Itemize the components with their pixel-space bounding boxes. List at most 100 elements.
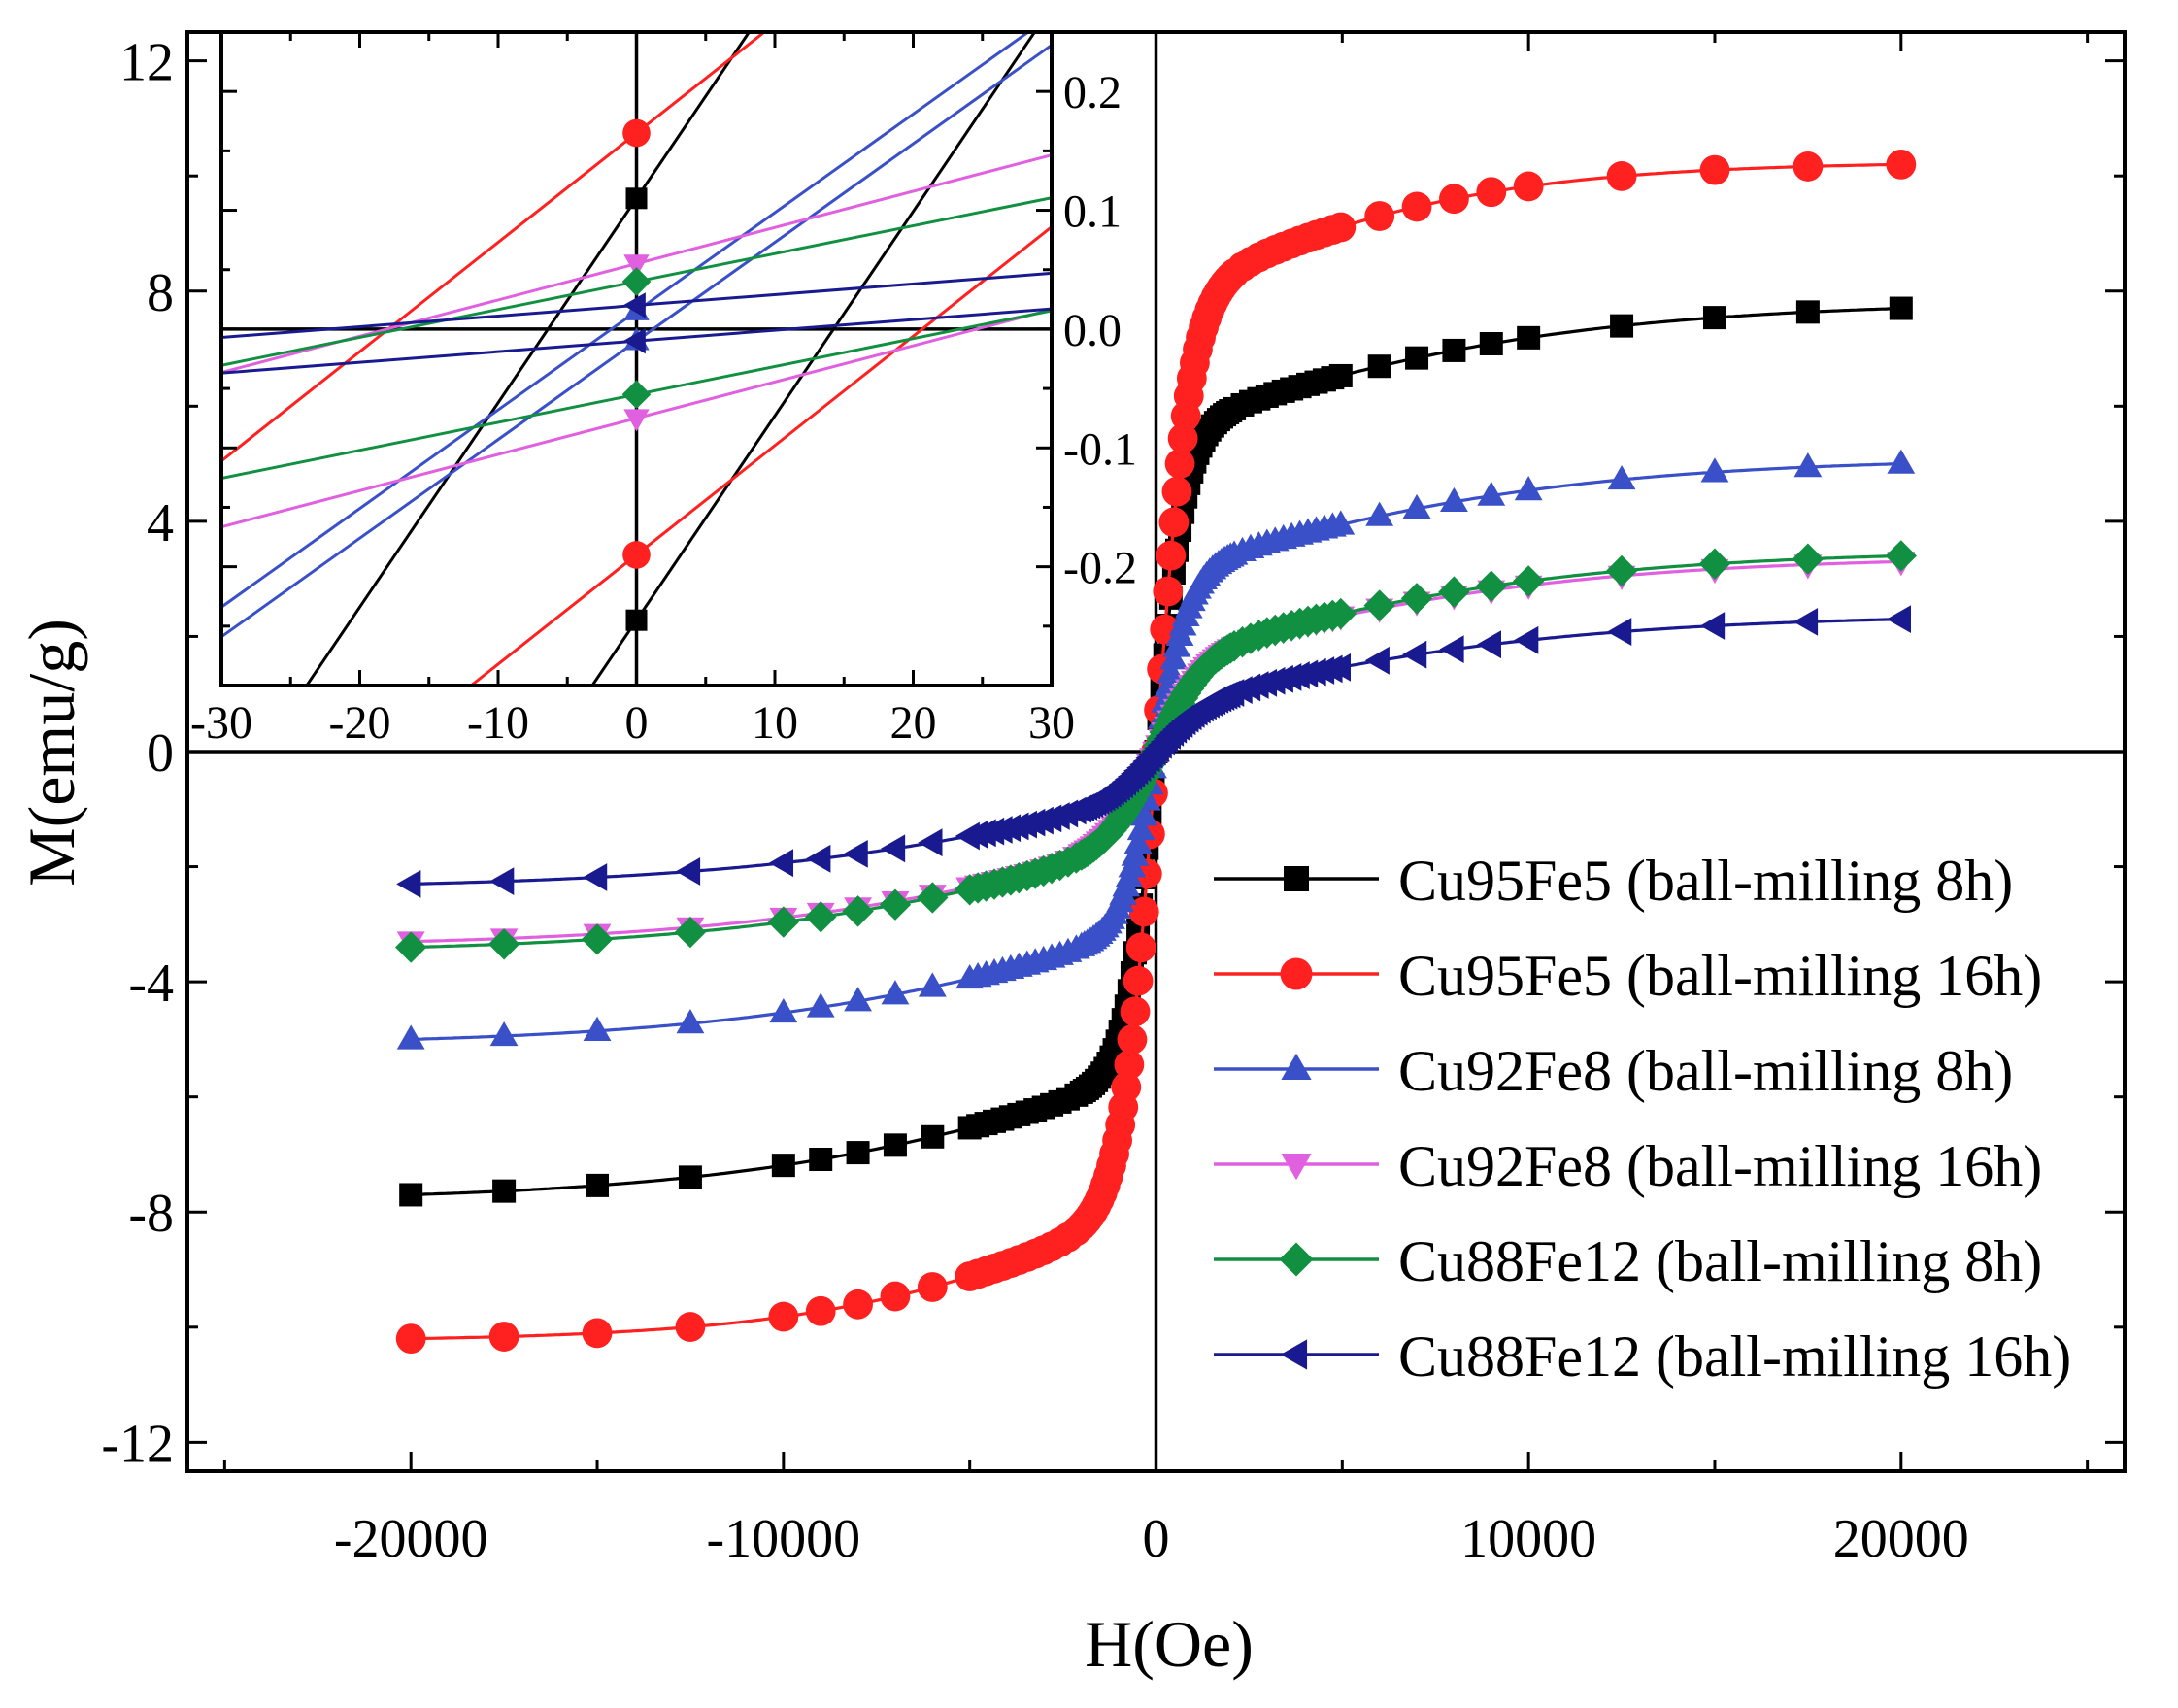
data-point: [918, 828, 943, 857]
data-point: [1512, 565, 1545, 597]
data-point: [1885, 540, 1918, 572]
inset-plot-area: [221, 32, 1052, 686]
inset-data-point: [625, 609, 648, 631]
inset-x-tick-label: -20: [329, 697, 391, 749]
legend-item: Cu92Fe8 (ball-milling 16h): [1214, 1134, 2042, 1198]
data-point: [805, 901, 837, 933]
inset-data-point: [622, 541, 651, 569]
data-point: [1123, 965, 1154, 996]
y-tick-label: 4: [147, 493, 174, 553]
inset-y-tick-label: 0.1: [1063, 186, 1122, 238]
inset-data-point: [623, 254, 650, 278]
data-point: [1401, 191, 1432, 222]
legend-label: Cu88Fe12 (ball-milling 16h): [1398, 1324, 2071, 1389]
data-point: [1479, 331, 1503, 355]
inset-x-tick-label: -30: [190, 697, 252, 749]
data-point: [768, 1301, 799, 1332]
data-point: [1363, 589, 1395, 621]
series-cu88fe12-ball-milling-16h: [396, 605, 1912, 898]
inset-data-point: [625, 187, 648, 210]
data-point: [492, 1179, 517, 1203]
data-point: [771, 1154, 795, 1178]
data-point: [399, 1183, 423, 1207]
data-point: [1476, 177, 1507, 208]
legend-item: Cu95Fe5 (ball-milling 8h): [1214, 849, 2013, 913]
inset-y-tick-label: -0.2: [1063, 543, 1137, 594]
data-point: [1164, 449, 1195, 479]
data-point: [1887, 449, 1916, 474]
data-point: [1364, 201, 1395, 231]
data-point: [1324, 597, 1357, 630]
data-point: [1606, 161, 1637, 191]
inset-data-point: [621, 267, 652, 296]
inset-loop-cu88fe12-ball-milling-16h: [221, 271, 1052, 375]
data-point: [1400, 583, 1433, 615]
inset-loop-cu88fe12-ball-milling-8h: [221, 196, 1052, 480]
y-tick-label: -8: [128, 1184, 174, 1244]
data-point: [489, 867, 515, 896]
data-point: [1159, 645, 1189, 670]
data-point: [1699, 154, 1730, 185]
data-point: [1120, 996, 1151, 1027]
inset-x-tick-label: 20: [890, 697, 937, 749]
data-point: [583, 863, 608, 891]
legend-label: Cu95Fe5 (ball-milling 8h): [1398, 849, 2013, 913]
inset-data-point: [623, 409, 650, 432]
x-axis-label: H(Oe): [1085, 1607, 1254, 1681]
data-point: [1605, 554, 1638, 587]
data-point: [1793, 607, 1819, 636]
data-point: [1610, 314, 1634, 338]
data-point: [880, 1281, 911, 1312]
data-point: [1111, 1072, 1142, 1103]
data-point: [809, 1148, 833, 1172]
x-tick-label: -20000: [334, 1509, 488, 1569]
data-point: [582, 1318, 613, 1349]
y-tick-label: -12: [101, 1414, 174, 1474]
data-point: [586, 1173, 610, 1197]
data-point: [1328, 363, 1353, 387]
y-axis-label: M(emu/g): [15, 619, 88, 887]
data-point: [1886, 149, 1917, 180]
data-point: [1442, 338, 1466, 362]
data-point: [805, 1295, 836, 1326]
data-point: [489, 1021, 519, 1047]
data-point: [396, 1024, 425, 1050]
inset-frame: [219, 30, 1054, 687]
data-point: [879, 888, 912, 921]
data-point: [1440, 486, 1468, 513]
y-tick-label: 12: [119, 33, 174, 93]
y-tick-label: 8: [147, 263, 174, 323]
data-point: [487, 928, 520, 960]
data-point: [1513, 171, 1544, 202]
legend-item: Cu88Fe12 (ball-milling 8h): [1214, 1229, 2042, 1293]
data-point: [844, 987, 872, 1012]
data-point: [1114, 1050, 1145, 1080]
data-point: [917, 1272, 948, 1302]
data-point: [1886, 605, 1912, 634]
data-point: [1702, 306, 1726, 330]
inset-x-tick-label: 0: [625, 697, 649, 749]
data-point: [396, 869, 421, 898]
main-plot-frame: [185, 30, 2127, 1473]
inset-x-tick-label: -10: [467, 697, 529, 749]
data-point: [1698, 548, 1731, 580]
data-point: [1793, 151, 1824, 182]
data-point: [583, 1016, 612, 1041]
data-point: [1889, 296, 1913, 320]
data-point: [1477, 481, 1506, 506]
data-point: [1161, 476, 1192, 507]
legend-marker: [1280, 1339, 1308, 1370]
data-point: [880, 834, 906, 863]
data-point: [678, 1165, 702, 1189]
inset-data-point: [622, 292, 646, 318]
legend-label: Cu95Fe5 (ball-milling 16h): [1398, 944, 2042, 1008]
data-point: [581, 923, 614, 955]
data-point: [1325, 212, 1357, 243]
data-point: [488, 1322, 519, 1352]
data-point: [1123, 828, 1153, 854]
data-point: [769, 997, 798, 1023]
data-point: [767, 906, 800, 938]
data-point: [1325, 653, 1351, 682]
data-point: [806, 992, 835, 1018]
inset-data-point: [621, 380, 652, 410]
